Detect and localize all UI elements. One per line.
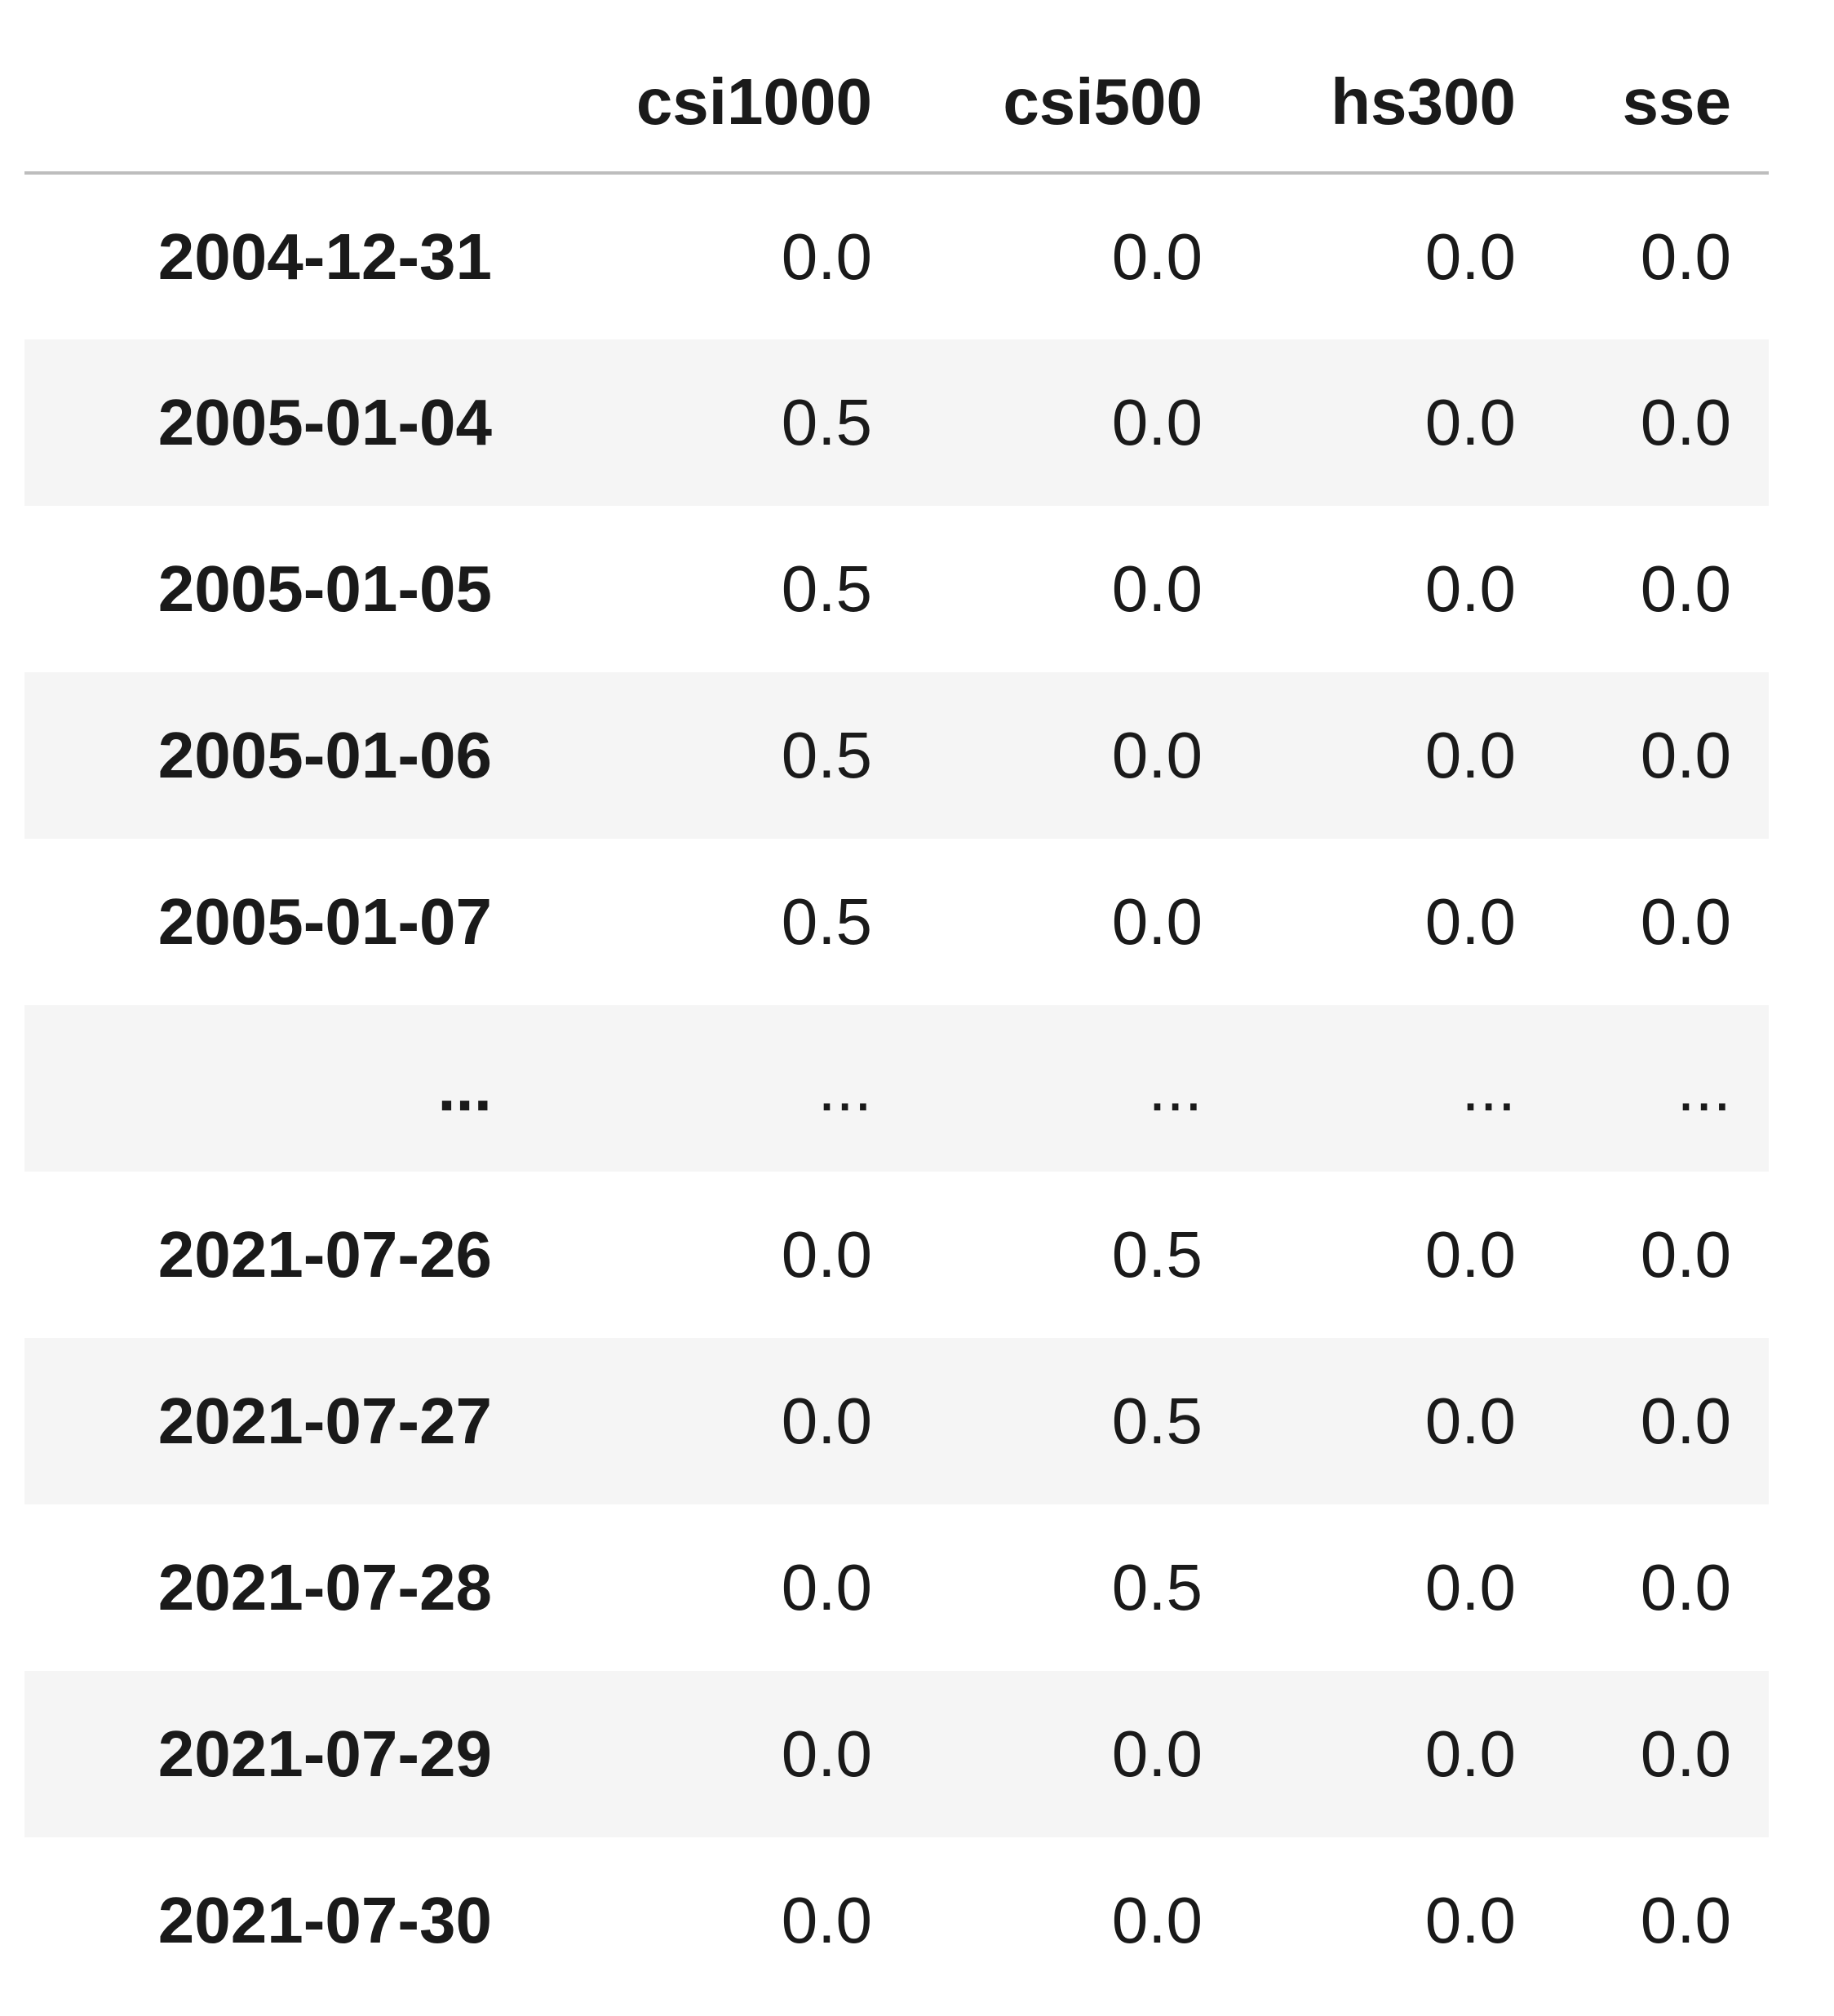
table-cell: 0.0 xyxy=(1640,1385,1731,1457)
row-index: 2021-07-27 xyxy=(157,1385,492,1457)
row-index: 2005-01-04 xyxy=(157,386,492,459)
table-cell: ... xyxy=(817,1052,872,1124)
table-cell: 0.0 xyxy=(1111,885,1203,958)
ellipsis-row: ... ... ... ... ... xyxy=(24,1005,1769,1172)
table-row: 2021-07-30 0.0 0.0 0.0 0.0 xyxy=(24,1837,1769,2004)
table-cell: 0.5 xyxy=(781,386,872,459)
header-row: csi1000 csi500 hs300 sse xyxy=(24,33,1769,175)
column-header-hs300: hs300 xyxy=(1240,33,1553,175)
table-cell: 0.5 xyxy=(1111,1551,1203,1624)
table-cell: 0.0 xyxy=(1111,1717,1203,1790)
table-row: 2005-01-04 0.5 0.0 0.0 0.0 xyxy=(24,339,1769,506)
table-cell: 0.0 xyxy=(1424,885,1516,958)
row-index: 2005-01-07 xyxy=(157,885,492,958)
table-cell: 0.0 xyxy=(781,1385,872,1457)
table-cell: 0.0 xyxy=(1640,220,1731,293)
table-cell: 0.0 xyxy=(1640,885,1731,958)
table-cell: 0.0 xyxy=(781,1218,872,1291)
table-cell: 0.0 xyxy=(1640,1218,1731,1291)
table-cell: 0.0 xyxy=(1424,1385,1516,1457)
table-cell: 0.0 xyxy=(1111,220,1203,293)
table-cell: 0.0 xyxy=(1640,1717,1731,1790)
row-index: 2021-07-30 xyxy=(157,1884,492,1956)
table-cell: 0.0 xyxy=(1424,1717,1516,1790)
table-cell: 0.0 xyxy=(1640,1551,1731,1624)
column-header-sse: sse xyxy=(1553,33,1769,175)
table-cell: 0.0 xyxy=(781,1717,872,1790)
table-cell: 0.0 xyxy=(781,220,872,293)
table-cell: 0.0 xyxy=(781,1551,872,1624)
row-index: 2004-12-31 xyxy=(157,220,492,293)
table-cell: 0.0 xyxy=(1640,719,1731,791)
row-index: 2021-07-26 xyxy=(157,1218,492,1291)
table-cell: ... xyxy=(1461,1052,1516,1124)
table-cell: 0.5 xyxy=(781,552,872,625)
table-cell: 0.0 xyxy=(1640,1884,1731,1956)
table-cell: 0.0 xyxy=(1640,386,1731,459)
table-cell: 0.5 xyxy=(1111,1218,1203,1291)
table-cell: 0.5 xyxy=(781,719,872,791)
table-cell: 0.0 xyxy=(1424,220,1516,293)
table-row: 2021-07-27 0.0 0.5 0.0 0.0 xyxy=(24,1338,1769,1504)
row-index: 2005-01-05 xyxy=(157,552,492,625)
table-cell: 0.0 xyxy=(1111,386,1203,459)
table-cell: 0.0 xyxy=(1111,1884,1203,1956)
table-row: 2004-12-31 0.0 0.0 0.0 0.0 xyxy=(24,173,1769,339)
row-index: 2005-01-06 xyxy=(157,719,492,791)
table-cell: ... xyxy=(1148,1052,1203,1124)
table-cell: 0.0 xyxy=(781,1884,872,1956)
table-header: csi1000 csi500 hs300 sse xyxy=(24,33,1769,175)
column-header-csi1000: csi1000 xyxy=(526,33,910,175)
table-row: 2005-01-07 0.5 0.0 0.0 0.0 xyxy=(24,839,1769,1005)
table-cell: 0.0 xyxy=(1424,1218,1516,1291)
table-cell: 0.0 xyxy=(1424,719,1516,791)
row-index: ... xyxy=(437,1052,492,1124)
table-cell: 0.0 xyxy=(1111,719,1203,791)
table-row: 2021-07-28 0.0 0.5 0.0 0.0 xyxy=(24,1504,1769,1671)
table-cell: 0.0 xyxy=(1640,552,1731,625)
dataframe-container: csi1000 csi500 hs300 sse 2004-12-31 0.0 … xyxy=(24,33,1769,2004)
dataframe-table: csi1000 csi500 hs300 sse 2004-12-31 0.0 … xyxy=(24,33,1769,2004)
table-cell: 0.0 xyxy=(1424,386,1516,459)
table-row: 2005-01-05 0.5 0.0 0.0 0.0 xyxy=(24,506,1769,672)
table-cell: 0.0 xyxy=(1424,552,1516,625)
index-header xyxy=(24,33,526,175)
table-cell: 0.5 xyxy=(1111,1385,1203,1457)
table-cell: 0.0 xyxy=(1424,1551,1516,1624)
column-header-csi500: csi500 xyxy=(910,33,1240,175)
table-row: 2005-01-06 0.5 0.0 0.0 0.0 xyxy=(24,672,1769,839)
table-cell: 0.0 xyxy=(1424,1884,1516,1956)
table-cell: 0.5 xyxy=(781,885,872,958)
row-index: 2021-07-28 xyxy=(157,1551,492,1624)
table-row: 2021-07-26 0.0 0.5 0.0 0.0 xyxy=(24,1172,1769,1338)
table-body: 2004-12-31 0.0 0.0 0.0 0.0 2005-01-04 0.… xyxy=(24,173,1769,2004)
table-cell: 0.0 xyxy=(1111,552,1203,625)
row-index: 2021-07-29 xyxy=(157,1717,492,1790)
table-cell: ... xyxy=(1677,1052,1731,1124)
table-row: 2021-07-29 0.0 0.0 0.0 0.0 xyxy=(24,1671,1769,1837)
